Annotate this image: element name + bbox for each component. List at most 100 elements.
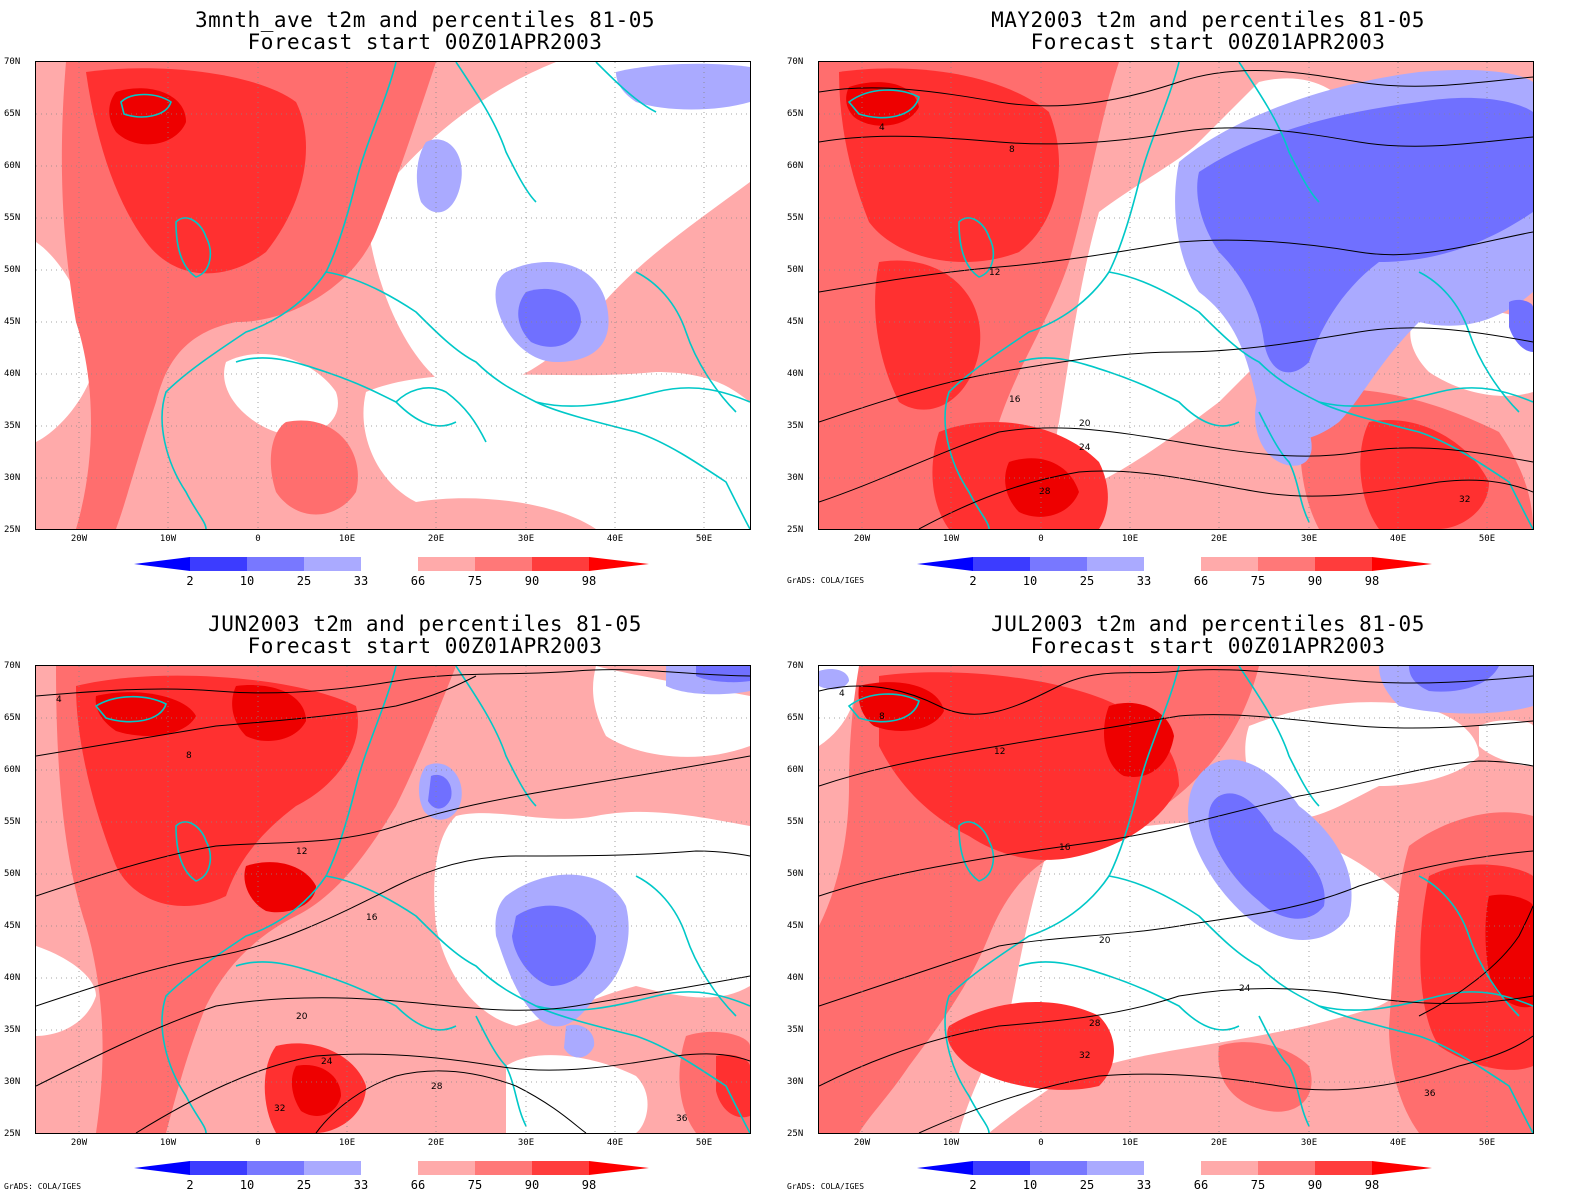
colorbar-label: 10 [240, 574, 254, 588]
lat-label: 55N [787, 817, 804, 827]
panel-title: JUN2003 t2m and percentiles 81-05 [208, 612, 642, 636]
panel-subtitle: Forecast start 00Z01APR2003 [1030, 634, 1386, 658]
lat-label: 50N [4, 265, 21, 275]
map-area[interactable]: 4 8 12 16 20 24 28 32 36 [35, 665, 751, 1134]
lat-label: 25N [4, 525, 21, 535]
lon-label: 10E [338, 1138, 356, 1148]
lon-label: 30E [517, 1138, 535, 1148]
lat-label: 55N [787, 213, 804, 223]
lat-label: 30N [787, 473, 804, 483]
grads-credit: GrADS: COLA/IGES [787, 1182, 865, 1191]
contour-labels: 4 8 12 16 20 24 28 32 [879, 123, 1470, 505]
contour-label: 20 [296, 1012, 308, 1022]
colorbar-label: 75 [1251, 574, 1265, 588]
lon-label: 40E [1389, 534, 1407, 544]
contour-label: 8 [879, 712, 885, 722]
colorbar-label: 33 [1137, 1178, 1151, 1192]
panel-title: 3mnth_ave t2m and percentiles 81-05 [194, 8, 655, 32]
lat-label: 55N [4, 817, 21, 827]
contour-label: 28 [1039, 487, 1051, 497]
contour-label: 4 [879, 123, 885, 133]
lat-label: 65N [4, 109, 21, 119]
lat-label: 65N [787, 109, 804, 119]
lon-label: 20W [853, 1138, 871, 1148]
percentile-shading [36, 62, 750, 529]
lon-label: 10E [1121, 534, 1139, 544]
lon-label: 0 [255, 534, 261, 544]
lon-label: 20W [853, 534, 871, 544]
contour-label: 8 [186, 751, 192, 761]
contour-label: 8 [1009, 145, 1015, 155]
colorbar-label: 25 [1080, 1178, 1094, 1192]
contour-label: 24 [1239, 984, 1251, 994]
colorbar-label: 75 [468, 574, 482, 588]
lon-label: 20E [1210, 534, 1228, 544]
lon-label: 20E [427, 1138, 445, 1148]
colorbar-label: 98 [582, 1178, 596, 1192]
contour-label: 12 [989, 268, 1000, 278]
contour-label: 16 [366, 913, 378, 923]
lon-label: 0 [1038, 1138, 1044, 1148]
map-area[interactable] [35, 61, 751, 530]
contour-label: 4 [56, 695, 62, 705]
colorbar-label: 90 [525, 574, 539, 588]
grid-lines [36, 62, 750, 529]
lon-label: 10W [942, 1138, 960, 1148]
contour-label: 16 [1009, 395, 1021, 405]
colorbar-label: 66 [411, 1178, 425, 1192]
colorbar-label: 90 [1308, 574, 1322, 588]
colorbar-label: 66 [1194, 1178, 1208, 1192]
lon-label: 20W [70, 1138, 88, 1148]
contour-label: 4 [839, 689, 845, 699]
percentile-shading [819, 62, 1533, 529]
colorbar-label: 98 [582, 574, 596, 588]
coastlines [847, 666, 1533, 1133]
colorbar-label: 66 [1194, 574, 1208, 588]
contour-label: 12 [994, 747, 1005, 757]
contour-label: 28 [431, 1082, 443, 1092]
lat-label: 35N [787, 1025, 804, 1035]
colorbar-legend: 2 10 25 33 66 75 90 98 [917, 1161, 1437, 1193]
lat-label: 60N [4, 765, 21, 775]
lon-label: 30E [1300, 534, 1318, 544]
panel-subtitle: Forecast start 00Z01APR2003 [1030, 30, 1386, 54]
contour-label: 28 [1089, 1019, 1101, 1029]
colorbar-label: 98 [1365, 1178, 1379, 1192]
lat-label: 50N [4, 869, 21, 879]
coastlines [94, 666, 750, 1133]
lon-label: 50E [695, 534, 713, 544]
colorbar-legend: 2 10 25 33 66 75 90 98 [134, 1161, 654, 1193]
contour-label: 24 [1079, 443, 1091, 453]
lon-label: 40E [606, 534, 624, 544]
colorbar-label: 66 [411, 574, 425, 588]
contour-label: 32 [1459, 495, 1470, 505]
colorbar-label: 2 [969, 574, 976, 588]
lon-label: 30E [517, 534, 535, 544]
lat-label: 45N [4, 921, 21, 931]
lat-label: 30N [4, 1077, 21, 1087]
lat-label: 40N [4, 973, 21, 983]
lat-label: 60N [787, 765, 804, 775]
map-area[interactable]: 4 8 12 16 20 24 28 32 36 [818, 665, 1534, 1134]
panel-subtitle: Forecast start 00Z01APR2003 [247, 634, 603, 658]
map-area[interactable]: 4 8 12 16 20 24 28 32 [818, 61, 1534, 530]
colorbar-legend: 2 10 25 33 66 75 90 98 [134, 557, 654, 589]
colorbar-label: 10 [1023, 574, 1037, 588]
contour-label: 36 [1424, 1089, 1436, 1099]
grid-lines [36, 666, 750, 1133]
lat-label: 50N [787, 265, 804, 275]
lon-label: 10E [1121, 1138, 1139, 1148]
colorbar-label: 10 [240, 1178, 254, 1192]
temperature-contours [819, 669, 1533, 1133]
map-panel-jul2003: JUL2003 t2m and percentiles 81-05 Foreca… [783, 604, 1563, 1194]
colorbar-label: 33 [1137, 574, 1151, 588]
lat-label: 40N [787, 369, 804, 379]
contour-label: 24 [321, 1057, 333, 1067]
contour-label: 20 [1099, 936, 1111, 946]
lon-label: 10W [159, 1138, 177, 1148]
lat-label: 60N [4, 161, 21, 171]
lon-label: 50E [1478, 1138, 1496, 1148]
lat-label: 70N [4, 661, 21, 671]
lat-label: 45N [787, 921, 804, 931]
colorbar-label: 2 [186, 1178, 193, 1192]
